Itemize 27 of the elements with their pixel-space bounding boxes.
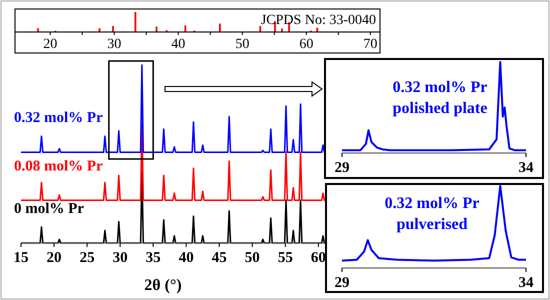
x-tick-label: 34	[518, 275, 534, 291]
x-tick-label: 70	[363, 37, 378, 52]
x-tick-label: 55	[278, 250, 293, 266]
x-axis-title: 2θ (°)	[144, 277, 182, 294]
x-tick-label: 20	[43, 37, 58, 52]
x-tick-label: 50	[235, 37, 250, 52]
x-tick-label: 45	[212, 250, 227, 266]
x-tick-label: 60	[310, 250, 326, 266]
x-tick-label: 40	[178, 250, 194, 266]
x-tick-label: 35	[146, 250, 161, 266]
x-tick-label: 29	[334, 275, 350, 291]
x-tick-label: 20	[46, 250, 62, 266]
annotation: 0.32 mol% Pr pulverised	[384, 195, 480, 233]
series-label: 0 mol% Pr	[14, 201, 84, 217]
x-tick-label: 15	[14, 250, 28, 266]
series-label: 0.08 mol% Pr	[14, 158, 104, 174]
annotation: JCPDS No: 33-0040	[260, 13, 376, 28]
x-tick-label: 30	[107, 37, 122, 52]
x-tick-label: 25	[80, 250, 95, 266]
x-tick-label: 34	[518, 160, 534, 176]
series-label: 0.32 mol% Pr	[14, 110, 104, 126]
x-tick-label: 60	[299, 37, 314, 52]
x-tick-label: 40	[171, 37, 186, 52]
x-tick-label: 30	[112, 250, 128, 266]
x-tick-label: 29	[334, 160, 350, 176]
annotation: 0.32 mol% Pr polished plate	[392, 79, 488, 117]
x-tick-label: 50	[244, 250, 260, 266]
